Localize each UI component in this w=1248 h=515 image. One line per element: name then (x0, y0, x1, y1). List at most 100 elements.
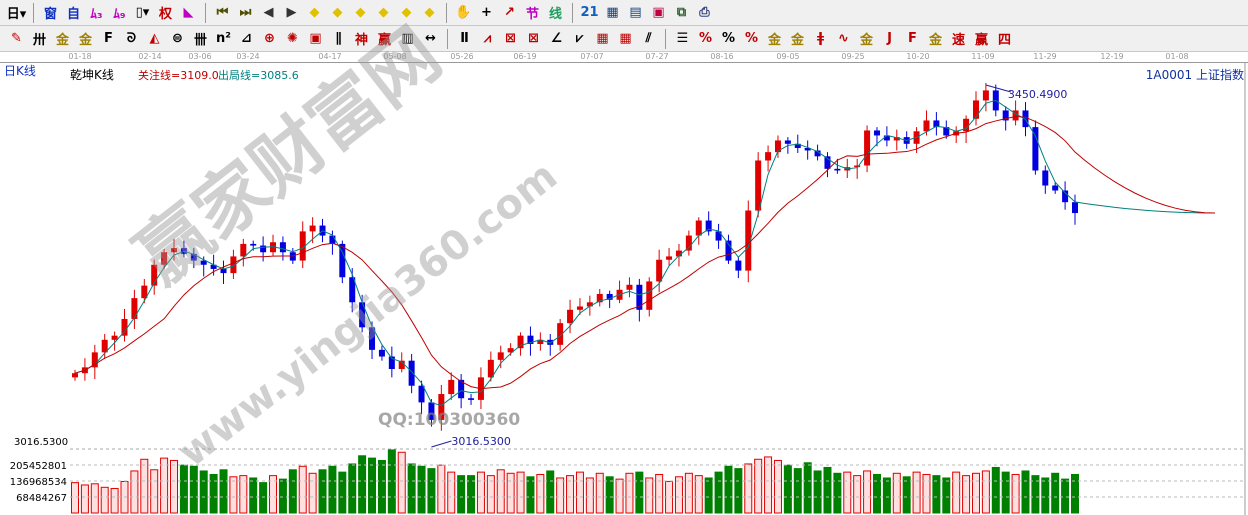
candle-body (705, 220, 712, 232)
grid-red2-icon[interactable]: ▦ (619, 31, 632, 46)
gold-ratio-icon[interactable]: 金 (55, 33, 69, 48)
candle-body (814, 150, 821, 157)
zoom-out-h-icon[interactable]: ◆ (378, 5, 389, 20)
left-arrow-icon[interactable]: ◀ (263, 5, 274, 20)
indicator-icon[interactable]: ◣ (183, 5, 194, 20)
fib-icon[interactable]: F (104, 31, 113, 46)
width-icon[interactable]: ↔ (425, 31, 436, 46)
star-icon[interactable]: ✺ (287, 31, 298, 46)
hand-icon[interactable]: ✋ (455, 5, 472, 20)
save-icon[interactable]: ▣ (652, 5, 665, 20)
percent-icon[interactable]: % (721, 31, 736, 46)
calendar-icon[interactable]: 21 (580, 5, 599, 20)
speed-lines-icon[interactable]: ⩘ (483, 31, 492, 46)
section-icon[interactable]: 节 (525, 7, 539, 22)
volume-bar (793, 468, 802, 514)
last-icon[interactable]: ⏭ (239, 5, 252, 20)
candle-body (349, 277, 356, 303)
grid-icon[interactable]: ▥ (401, 31, 414, 46)
parallel-lines-icon[interactable]: 卅 (32, 33, 46, 48)
marker-icon[interactable]: ǂ (816, 31, 825, 46)
gold-bar-icon[interactable]: 金 (859, 33, 873, 48)
candle-type-button[interactable]: ▯▾ (135, 5, 150, 20)
volume-bar (486, 475, 495, 514)
date-tick: 03-24 (236, 52, 260, 61)
zoom-in-h-icon[interactable]: ◆ (355, 5, 366, 20)
volume-bar (645, 477, 654, 514)
target-icon[interactable]: ⊕ (264, 31, 275, 46)
volume-bar (575, 471, 584, 514)
volume-bar (714, 471, 723, 514)
calculator-icon[interactable]: ▦ (606, 5, 619, 20)
angle-icon[interactable]: ∠ (550, 31, 563, 46)
right-arrow-icon[interactable]: ▶ (286, 5, 297, 20)
candle-body (883, 135, 890, 141)
candle-body (369, 327, 376, 350)
candle-body (893, 137, 900, 141)
percent-bar-icon[interactable]: % (744, 31, 759, 46)
ruler-icon[interactable]: Ⅱ (460, 31, 469, 46)
j-angle-icon[interactable]: J (887, 31, 892, 46)
report-icon[interactable]: ▤ (629, 5, 642, 20)
gann-fan-icon[interactable]: ⊠ (528, 31, 539, 46)
chart-3-icon[interactable]: ﾑ₃ (90, 7, 103, 22)
window-icon[interactable]: 窗 (43, 7, 57, 22)
cycle-lines-icon[interactable]: 卌 (193, 33, 207, 48)
gold-split-icon[interactable]: 金 (78, 33, 92, 48)
candle-body (101, 339, 108, 353)
speed-angle-icon[interactable]: 速 (951, 33, 965, 48)
zoom-in-v-icon[interactable]: ◆ (401, 5, 412, 20)
spiral-icon[interactable]: ᘐ (126, 31, 137, 46)
toolbar-separator (33, 2, 34, 23)
fan-icon[interactable]: ◭ (149, 31, 160, 46)
candle-body (745, 210, 752, 271)
volume-bar (278, 478, 287, 514)
wave-icon[interactable]: ⩗ (575, 31, 584, 46)
n-square-icon[interactable]: n² (216, 31, 231, 46)
triangle-icon[interactable]: ⊿ (241, 31, 252, 46)
self-select-icon[interactable]: 自 (66, 7, 80, 22)
right-restore-icon[interactable]: 权 (158, 7, 172, 22)
first-icon[interactable]: ⏮ (216, 5, 229, 20)
box-icon[interactable]: ▣ (309, 31, 322, 46)
candle-body (250, 243, 257, 246)
gold-angle-icon[interactable]: 金 (928, 33, 942, 48)
ying-icon[interactable]: 赢 (377, 33, 391, 48)
candle-body (576, 306, 583, 310)
volume-bar (368, 457, 377, 514)
line-tool-icon[interactable]: ↗ (504, 5, 515, 20)
gann-box-icon[interactable]: ⊠ (505, 31, 516, 46)
ying-angle-icon[interactable]: 赢 (974, 33, 988, 48)
move-right-icon[interactable]: ◆ (332, 5, 343, 20)
pen-icon[interactable]: ✎ (11, 31, 22, 46)
grid-red-icon[interactable]: ▦ (596, 31, 609, 46)
four-angle-icon[interactable]: 四 (997, 33, 1011, 48)
volume-bar (259, 482, 268, 514)
chart-9-icon[interactable]: ﾑ₉ (113, 7, 126, 22)
gold-circle-icon[interactable]: 金 (767, 33, 781, 48)
volume-bar (655, 473, 664, 514)
percent-line-icon[interactable]: % (698, 31, 713, 46)
gold-lines-icon[interactable]: 金 (790, 33, 804, 48)
volume-bar (467, 475, 476, 514)
move-left-icon[interactable]: ◆ (309, 5, 320, 20)
list-icon[interactable]: ☰ (676, 31, 689, 46)
line-icon[interactable]: 线 (548, 7, 562, 22)
shen-icon[interactable]: 神 (354, 33, 368, 48)
zoom-out-v-icon[interactable]: ◆ (424, 5, 435, 20)
print-icon[interactable]: ⎙ (699, 5, 710, 20)
volume-bar (764, 456, 773, 514)
volume-bar (358, 455, 367, 514)
network-icon[interactable]: ⧉ (676, 5, 687, 20)
crosshair-icon[interactable]: + (481, 5, 492, 20)
period-day-button[interactable]: 日▾ (6, 7, 27, 22)
circle-icon[interactable]: ⊜ (172, 31, 183, 46)
channel-icon[interactable]: ⫽ (645, 31, 652, 46)
volume-bar (1021, 470, 1030, 514)
sine-icon[interactable]: ∿ (838, 31, 849, 46)
volume-bar (179, 464, 188, 514)
f-angle-icon[interactable]: F (908, 31, 917, 46)
lines-icon[interactable]: ∥ (335, 31, 342, 46)
volume-bar (526, 476, 535, 514)
